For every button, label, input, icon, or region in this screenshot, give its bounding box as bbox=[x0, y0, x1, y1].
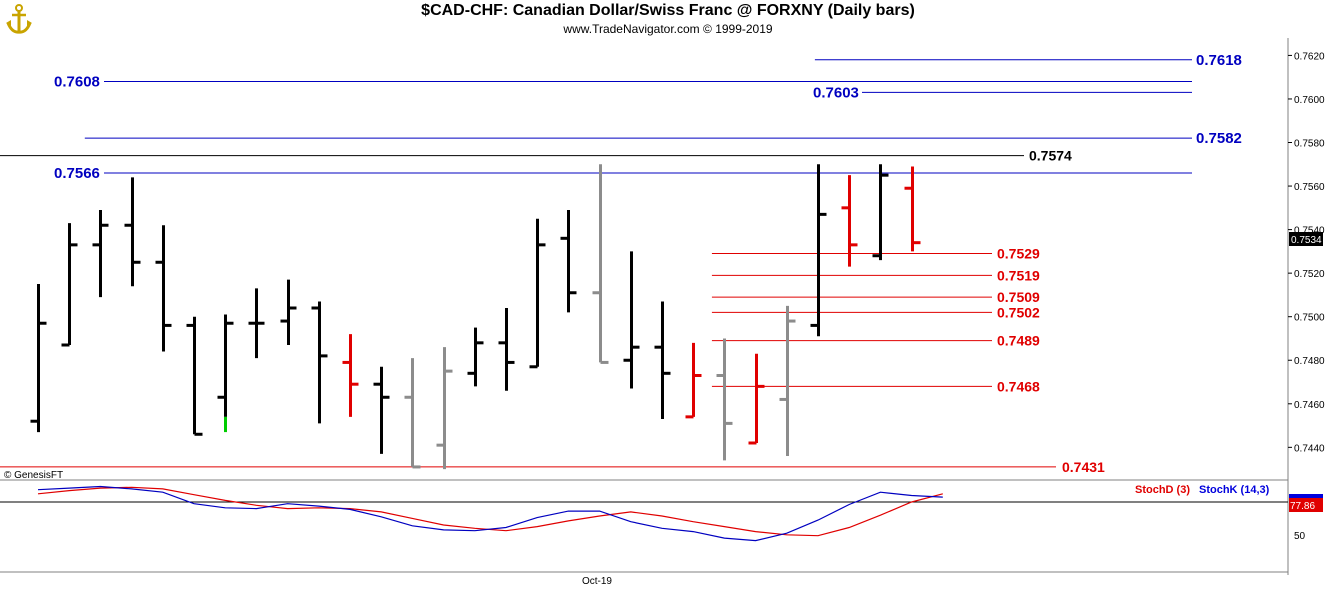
y-tick-label: 0.7620 bbox=[1294, 51, 1325, 62]
level-label: 0.7608 bbox=[54, 74, 100, 91]
level-label: 0.7574 bbox=[1029, 148, 1072, 164]
last-price-label: 0.7534 bbox=[1291, 235, 1322, 246]
support-resistance-levels: 0.7618 0.7608 0.7603 0.7582 0.7574 0.7566 0.75… bbox=[0, 52, 1242, 475]
y-tick-label: 0.7560 bbox=[1294, 182, 1325, 193]
x-axis-label: Oct-19 bbox=[582, 576, 612, 587]
y-tick-label: 0.7480 bbox=[1294, 356, 1325, 367]
last-stochastic-label: 77.86 bbox=[1290, 501, 1315, 512]
price-axis: 0.74400.74600.74800.75000.75200.75400.75… bbox=[1288, 51, 1325, 454]
level-label: 0.7468 bbox=[997, 378, 1040, 394]
last-stochastic-badge bbox=[1289, 498, 1323, 512]
stochd-legend: StochD (3) bbox=[1135, 484, 1190, 496]
plot-area-background bbox=[0, 38, 1288, 582]
y-tick-label: 0.7460 bbox=[1294, 400, 1325, 411]
level-label: 0.7431 bbox=[1062, 459, 1105, 475]
level-label: 0.7529 bbox=[997, 246, 1040, 262]
level-label: 0.7489 bbox=[997, 333, 1040, 349]
level-label: 0.7618 bbox=[1196, 52, 1242, 69]
copyright-label: © GenesisFT bbox=[4, 470, 63, 481]
stochk-marker bbox=[1289, 494, 1323, 498]
gold-anchor-icon bbox=[6, 4, 32, 34]
stochk-line bbox=[37, 485, 943, 542]
level-label: 0.7502 bbox=[997, 304, 1040, 320]
y-tick-label: 0.7440 bbox=[1294, 443, 1325, 454]
y-tick-label: 0.7520 bbox=[1294, 269, 1325, 280]
y-tick-label: 0.7540 bbox=[1294, 226, 1325, 237]
chart-header: $CAD-CHF: Canadian Dollar/Swiss Franc @ … bbox=[0, 0, 1336, 38]
y-tick-label: 0.7600 bbox=[1294, 95, 1325, 106]
y-tick-label: 0.7500 bbox=[1294, 313, 1325, 324]
last-price-badge bbox=[1289, 232, 1323, 246]
stochk-legend: StochK (14,3) bbox=[1199, 484, 1270, 496]
level-label: 0.7603 bbox=[813, 84, 859, 101]
level-label: 0.7519 bbox=[997, 267, 1040, 283]
chart-title: $CAD-CHF: Canadian Dollar/Swiss Franc @ … bbox=[421, 2, 915, 19]
stochastic-pane bbox=[37, 485, 943, 542]
level-label: 0.7566 bbox=[54, 165, 100, 182]
level-label: 0.7582 bbox=[1196, 130, 1242, 147]
y-tick-label: 0.7580 bbox=[1294, 139, 1325, 150]
price-bars bbox=[30, 164, 921, 470]
level-label: 0.7509 bbox=[997, 289, 1040, 305]
stochastic-tick-50: 50 bbox=[1294, 531, 1306, 542]
chart-subtitle: www.TradeNavigator.com © 1999-2019 bbox=[563, 22, 773, 36]
